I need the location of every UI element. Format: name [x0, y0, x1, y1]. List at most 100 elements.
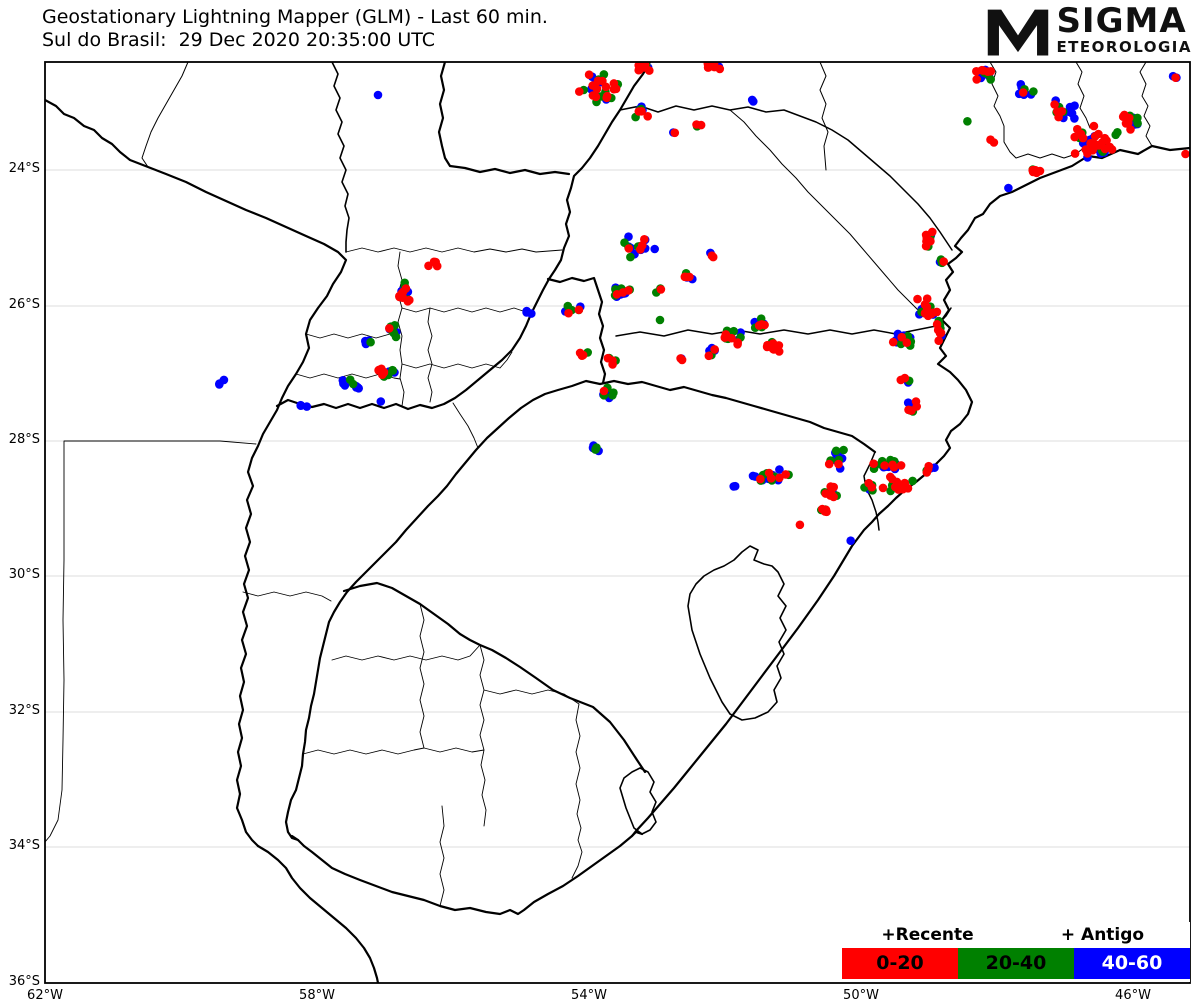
lightning-dot-r — [902, 338, 912, 348]
lightning-dot-r — [634, 62, 643, 70]
lightning-dot-g — [655, 315, 665, 325]
lightning-dot-r — [834, 459, 843, 469]
lightning-dot-r — [768, 342, 778, 352]
lon-tick-label: 62°W — [27, 988, 63, 1003]
lightning-dot-r — [703, 63, 713, 72]
lightning-dot-r — [710, 345, 719, 354]
graticule-lines — [45, 169, 1190, 848]
lightning-dot-r — [932, 320, 942, 329]
lightning-dot-b — [1070, 101, 1079, 110]
lightning-dot-r — [685, 272, 694, 282]
lagoa-dos-patos — [687, 545, 787, 721]
legend: +Recente + Antigo 0-20 20-40 40-60 — [840, 922, 1190, 982]
lightning-dot-b — [527, 309, 536, 318]
lightning-dot-r — [1171, 73, 1180, 82]
lightning-dot-r — [1073, 124, 1082, 134]
rio-paraguay-upper — [331, 62, 350, 253]
lightning-dot-r — [928, 227, 937, 237]
legend-bin: 0-20 — [842, 948, 958, 979]
lightning-dot-r — [624, 286, 633, 295]
lightning-dot-g — [388, 366, 398, 375]
logo-name-text: SIGMA — [1056, 1, 1187, 41]
lightning-dot-g — [592, 443, 601, 452]
lightning-dot-b — [373, 90, 383, 100]
lightning-dot-r — [608, 360, 617, 369]
province-lines-argentina — [45, 402, 479, 843]
lightning-dot-r — [624, 244, 634, 253]
lightning-dot-r — [564, 308, 573, 318]
lightning-dot-r — [880, 461, 889, 470]
lightning-dot-r — [398, 287, 408, 297]
lightning-dot-g — [563, 301, 573, 311]
lightning-dot-r — [935, 328, 945, 338]
lightning-dot-g — [963, 117, 972, 126]
sigma-m-icon — [988, 9, 1049, 56]
lat-tick-label: 28°S — [8, 432, 40, 447]
rio-paraguay-parana — [45, 98, 348, 848]
legend-bin: 20-40 — [958, 948, 1074, 979]
lat-tick-label: 26°S — [8, 297, 40, 312]
lightning-dot-r — [972, 75, 981, 84]
lightning-dot-b — [903, 398, 913, 408]
lightning-dot-r — [878, 483, 888, 493]
legend-colorbar: 0-20 20-40 40-60 — [842, 948, 1190, 979]
lat-tick-label: 32°S — [8, 703, 40, 718]
lightning-dot-r — [1054, 112, 1063, 122]
lightning-dot-r — [612, 290, 622, 299]
coastline-plata-south — [256, 844, 380, 983]
lightning-dot-r — [795, 520, 805, 530]
map-frame — [44, 61, 1191, 984]
dept-lines-uruguay — [302, 603, 583, 907]
lightning-dot-r — [824, 459, 834, 469]
lightning-dot-r — [764, 468, 774, 478]
state-border-sc-rs — [863, 451, 880, 531]
lightning-dot-g — [1133, 113, 1142, 123]
lightning-dot-r — [1181, 149, 1190, 159]
lightning-dot-g — [908, 476, 917, 486]
lightning-dot-r — [727, 333, 736, 343]
lightning-dot-r — [584, 70, 594, 79]
lightning-dot-r — [1018, 88, 1028, 97]
lightning-dot-r — [869, 459, 878, 469]
state-border-pr-sc — [615, 307, 952, 337]
lightning-dot-g — [345, 375, 355, 385]
lightning-dot-g — [839, 445, 848, 455]
lightning-dot-r — [986, 67, 996, 76]
lightning-dot-g — [1113, 128, 1122, 137]
lightning-dot-r — [593, 76, 603, 86]
legend-recent-label: +Recente — [881, 925, 974, 945]
lightning-dot-r — [903, 484, 913, 493]
lightning-dot-r — [643, 112, 652, 121]
lightning-dot-r — [1050, 100, 1059, 109]
lightning-dot-r — [670, 128, 680, 138]
lightning-dot-r — [385, 324, 394, 333]
lightning-dot-g — [831, 446, 841, 456]
lightning-dot-g — [1029, 87, 1038, 96]
lightning-dot-r — [911, 397, 921, 406]
lightning-dot-r — [934, 336, 943, 346]
lightning-dot-r — [900, 373, 910, 383]
lightning-dot-r — [1105, 142, 1114, 152]
lat-tick-label: 30°S — [8, 567, 40, 582]
lightning-dot-r — [920, 308, 930, 318]
lightning-dot-r — [755, 321, 764, 330]
lightning-dot-r — [1126, 125, 1135, 134]
lightning-dot-r — [676, 354, 685, 363]
lightning-dot-b — [215, 380, 224, 389]
legend-old-label: + Antigo — [1060, 925, 1145, 945]
lightning-dot-r — [1124, 118, 1133, 128]
logo-subtitle-text: ETEOROLOGIA — [1056, 38, 1192, 56]
lightning-dot-b — [376, 397, 386, 406]
lightning-dot-b — [650, 244, 659, 254]
lightning-dot-r — [432, 261, 442, 271]
lightning-dot-r — [704, 351, 714, 361]
lightning-dot-r — [588, 91, 598, 100]
lightning-dot-r — [894, 481, 903, 491]
lat-tick-label: 36°S — [8, 974, 40, 989]
lightning-dot-b — [339, 379, 348, 388]
lightning-dot-r — [599, 386, 609, 396]
lightning-dots-layer — [215, 62, 1190, 545]
lightning-dot-g — [609, 388, 618, 398]
lightning-dot-r — [826, 482, 835, 491]
